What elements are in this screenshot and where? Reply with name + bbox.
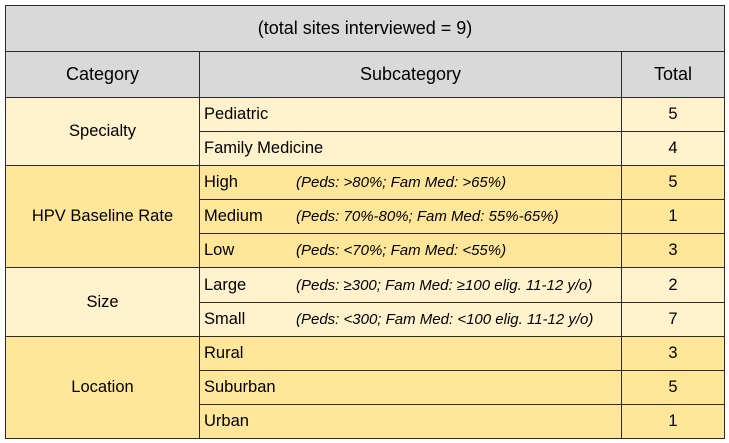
total-cell: 1 xyxy=(620,199,726,235)
column-header-total: Total xyxy=(620,51,726,98)
total-cell: 2 xyxy=(620,267,726,303)
total-cell: 3 xyxy=(620,233,726,269)
total-cell: 7 xyxy=(620,301,726,337)
subcategory-cell: Family Medicine xyxy=(199,131,622,167)
category-cell: Location xyxy=(5,335,200,440)
subcategory-label: Pediatric xyxy=(204,105,269,124)
column-header-subcategory: Subcategory xyxy=(199,51,622,98)
total-cell: 3 xyxy=(620,335,726,371)
subcategory-note: (Peds: <70%; Fam Med: <55%) xyxy=(296,242,507,260)
subcategory-label: Medium xyxy=(204,207,263,226)
total-cell: 1 xyxy=(620,403,726,440)
subcategory-cell: Suburban xyxy=(199,369,622,405)
total-cell: 5 xyxy=(620,96,726,133)
total-cell: 5 xyxy=(620,165,726,201)
subcategory-label: Rural xyxy=(204,343,244,362)
subcategory-label: High xyxy=(204,173,238,192)
table-row: Specialty Pediatric 5 xyxy=(5,96,726,167)
subcategory-note: (Peds: ≥300; Fam Med: ≥100 elig. 11-12 y… xyxy=(296,276,593,294)
subcategory-label: Low xyxy=(204,241,235,260)
subcategory-label: Family Medicine xyxy=(204,139,324,158)
subcategory-cell: High (Peds: >80%; Fam Med: >65%) xyxy=(199,165,622,201)
subcategory-cell: Pediatric xyxy=(199,96,622,133)
table-row: HPV Baseline Rate High (Peds: >80%; Fam Me… xyxy=(5,165,726,269)
subcategory-cell: Rural xyxy=(199,335,622,371)
total-cell: 4 xyxy=(620,131,726,167)
subcategory-cell: Low (Peds: <70%; Fam Med: <55%) xyxy=(199,233,622,269)
table-row: Suburban 5 xyxy=(6,369,726,405)
header-row: Category Subcategory Total xyxy=(5,51,726,98)
category-cell: Specialty xyxy=(5,96,200,167)
subcategory-label: Small xyxy=(204,309,246,328)
table-body: Specialty Pediatric 5 Family Medicine 4 HPV B… xyxy=(5,96,726,440)
table-row: Small (Peds: <300; Fam Med: <100 elig. 11… xyxy=(6,301,726,337)
column-header-category: Category xyxy=(5,51,200,98)
table-title: (total sites interviewed = 9) xyxy=(4,5,726,52)
subcategory-note: (Peds: >80%; Fam Med: >65%) xyxy=(296,174,507,192)
category-cell: Size xyxy=(5,267,200,337)
table-row: Family Medicine 4 xyxy=(6,131,726,167)
category-cell: HPV Baseline Rate xyxy=(5,165,200,269)
table-row: Size Large (Peds: ≥300; Fam Med: ≥100 elig… xyxy=(5,267,726,337)
subcategory-cell: Medium (Peds: 70%-80%; Fam Med: 55%-65%) xyxy=(199,199,622,235)
subcategory-label: Large xyxy=(204,275,247,294)
sites-table: (total sites interviewed = 9) Category S… xyxy=(4,5,726,440)
subcategory-cell: Urban xyxy=(199,403,622,440)
subcategory-note: (Peds: <300; Fam Med: <100 elig. 11-12 y… xyxy=(296,310,594,328)
subcategory-label: Suburban xyxy=(204,377,276,396)
subcategory-cell: Large (Peds: ≥300; Fam Med: ≥100 elig. 11… xyxy=(199,267,622,303)
table-row: Location Rural 3 xyxy=(5,335,726,440)
total-cell: 5 xyxy=(620,369,726,405)
title-row: (total sites interviewed = 9) xyxy=(4,5,726,52)
table-row: Urban 1 xyxy=(6,403,726,440)
subcategory-cell: Small (Peds: <300; Fam Med: <100 elig. 11… xyxy=(199,301,622,337)
subcategory-label: Urban xyxy=(204,411,249,430)
subcategory-note: (Peds: 70%-80%; Fam Med: 55%-65%) xyxy=(296,208,559,226)
table-row: Medium (Peds: 70%-80%; Fam Med: 55%-65%) 1 xyxy=(6,199,726,235)
